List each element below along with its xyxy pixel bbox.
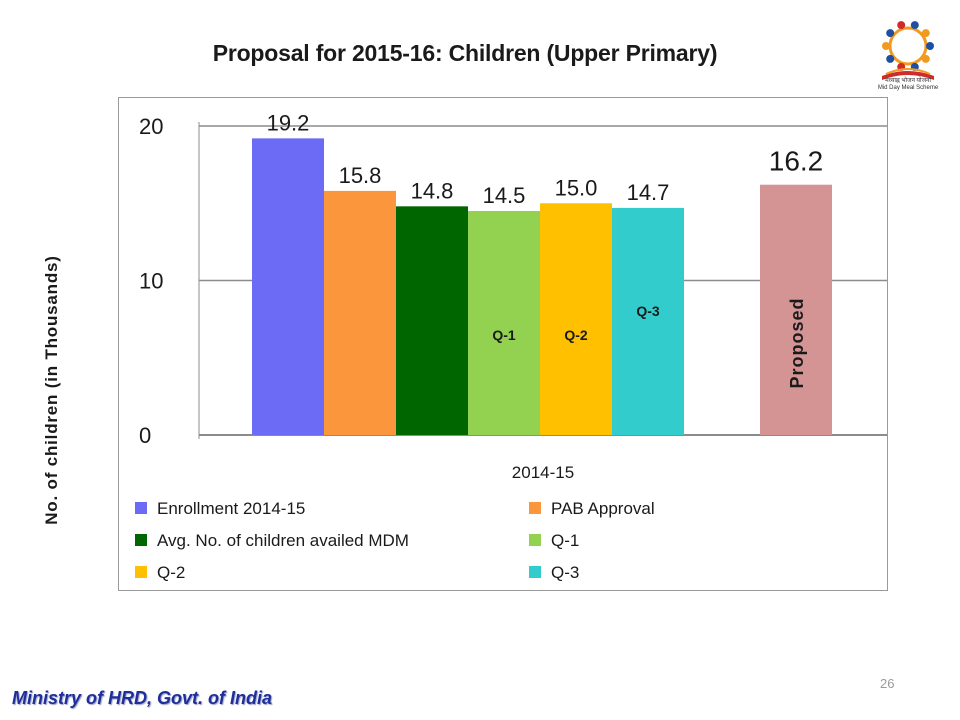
legend-swatch (529, 502, 541, 514)
y-tick-label: 20 (139, 114, 163, 139)
legend-label: PAB Approval (551, 499, 655, 518)
bar-1 (252, 138, 324, 436)
bar-2 (324, 190, 396, 435)
legend-label: Enrollment 2014-15 (157, 499, 305, 518)
bar-5 (540, 203, 612, 435)
legend-swatch (135, 502, 147, 514)
chart-area: 0 10 20 19.2 15.8 14.8 14.5 Q-1 15.0 Q-2 14.7 Q-3 16… (118, 97, 888, 591)
bar-3 (396, 206, 468, 435)
bar-value-label: 19.2 (267, 110, 310, 135)
bar-value-label: 14.5 (483, 183, 526, 208)
legend-label: Q-1 (551, 531, 579, 550)
chart-title: Proposal for 2015-16: Children (Upper Pr… (212, 40, 718, 66)
legend-label: Avg. No. of children availed MDM (157, 531, 409, 550)
bar-value-label: 15.8 (339, 163, 382, 188)
bar-proposed-inner-label: Proposed (787, 297, 807, 388)
bar-6 (612, 207, 684, 435)
mid-day-meal-logo-icon (882, 21, 934, 80)
bar-proposed-value-label: 16.2 (769, 146, 824, 177)
bar-4 (468, 210, 540, 435)
bar-value-label: 14.8 (411, 178, 454, 203)
legend-label: Q-3 (551, 563, 579, 582)
y-tick-label: 0 (139, 423, 151, 448)
bar-proposed (760, 184, 832, 435)
logo-caption-english: Mid Day Meal Scheme (877, 85, 939, 91)
page-number: 26 (880, 676, 895, 691)
bar-inner-label: Q-1 (492, 327, 516, 343)
bar-value-label: 14.7 (627, 180, 670, 205)
y-axis-label: No. of children (in Thousands) (42, 255, 61, 525)
bar-value-label: 15.0 (555, 175, 598, 200)
legend-swatch (529, 566, 541, 578)
footer-ministry: Ministry of HRD, Govt. of India (12, 688, 272, 708)
x-group-label: 2014-15 (512, 463, 574, 482)
legend-swatch (529, 534, 541, 546)
logo-caption: मध्याह्न भोजन योजना Mid Day Meal Scheme (868, 78, 948, 92)
logo-caption-hindi: मध्याह्न भोजन योजना (885, 78, 931, 84)
legend-label: Q-2 (157, 563, 185, 582)
bar-inner-label: Q-2 (564, 327, 588, 343)
legend-swatch (135, 534, 147, 546)
legend-swatch (135, 566, 147, 578)
y-tick-label: 10 (139, 269, 163, 294)
bar-chart: 0 10 20 19.2 15.8 14.8 14.5 Q-1 15.0 Q-2 14.7 Q-3 16… (135, 110, 887, 582)
bar-inner-label: Q-3 (636, 303, 660, 319)
